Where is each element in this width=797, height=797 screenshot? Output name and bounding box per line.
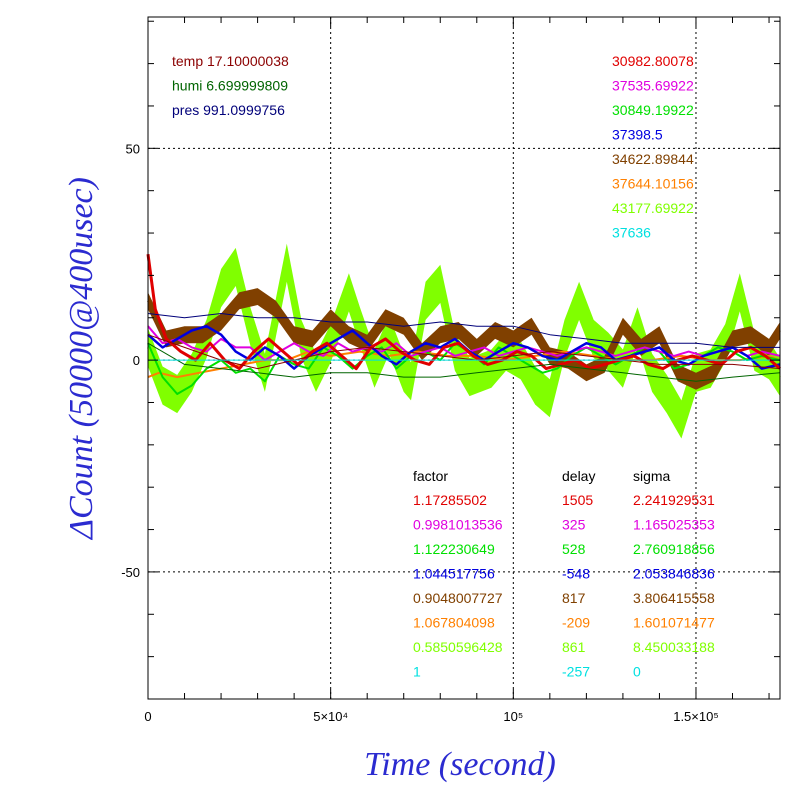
table-cell-delay: 1505 (562, 492, 593, 508)
table-cell-factor: 1 (413, 664, 421, 680)
table-cell-delay: 861 (562, 639, 586, 655)
series-line-8 (147, 342, 781, 382)
series-band-1 (148, 288, 780, 390)
right-value-2: 30849.19922 (612, 102, 694, 118)
table-cell-sigma: 2.241929531 (633, 492, 715, 508)
table-cell-sigma: 2.760918856 (633, 541, 715, 557)
right-value-7: 37636 (612, 225, 651, 241)
table-cell-sigma: 8.450033188 (633, 639, 715, 655)
table-cell-sigma: 3.806415558 (633, 590, 715, 606)
series-line-9 (147, 334, 781, 370)
annotations: temp 17.10000038 humi 6.699999809 pres 991… (172, 53, 715, 680)
table-cell-factor: 0.9048007727 (413, 590, 503, 606)
y-axis-title: ΔCount (50000@400usec) (63, 177, 100, 541)
series-line-0 (147, 261, 781, 421)
series-line-1 (147, 295, 781, 383)
table-header-delay: delay (562, 468, 595, 484)
right-value-5: 37644.10156 (612, 176, 694, 192)
y-tick-label-2: -50 (121, 565, 140, 580)
plot-frame (147, 16, 781, 700)
table-cell-factor: 1.17285502 (413, 492, 487, 508)
series-band-0 (148, 243, 780, 439)
table-cell-delay: -209 (562, 615, 590, 631)
env-label-2: pres 991.0999756 (172, 102, 285, 118)
table-cell-sigma: 2.053846836 (633, 566, 715, 582)
series-line-7 (147, 313, 780, 348)
table-cell-delay: -257 (562, 664, 590, 680)
table-cell-delay: -548 (562, 566, 590, 582)
series-line-6 (146, 254, 781, 371)
table-header-sigma: sigma (633, 468, 671, 484)
y-tick-label-1: 0 (133, 353, 140, 368)
series-layer (146, 243, 781, 439)
y-tick-label-0: 50 (126, 141, 140, 156)
table-cell-delay: 325 (562, 517, 586, 533)
table-header-factor: factor (413, 468, 448, 484)
right-value-1: 37535.69922 (612, 78, 694, 94)
table-cell-factor: 0.5850596428 (413, 639, 503, 655)
table-cell-sigma: 1.601071477 (633, 615, 715, 631)
series-line-4 (147, 325, 781, 362)
table-cell-sigma: 0 (633, 664, 641, 680)
right-value-4: 34622.89844 (612, 151, 694, 167)
env-label-0: temp 17.10000038 (172, 53, 289, 69)
x-tick-label-2: 10⁵ (503, 709, 523, 724)
table-cell-delay: 817 (562, 590, 586, 606)
table-cell-factor: 0.9981013536 (413, 517, 503, 533)
table-cell-factor: 1.122230649 (413, 541, 495, 557)
env-label-1: humi 6.699999809 (172, 78, 288, 94)
table-cell-sigma: 1.165025353 (633, 517, 715, 533)
table-cell-factor: 1.044517756 (413, 566, 495, 582)
axis-ticks: 0 5×10⁴ 10⁵ 1.5×10⁵ 50 0 -50 (121, 17, 780, 724)
x-tick-label-0: 0 (144, 709, 151, 724)
series-line-2 (147, 350, 781, 379)
table-cell-factor: 1.067804098 (413, 615, 495, 631)
x-tick-label-1: 5×10⁴ (313, 709, 348, 724)
x-tick-label-3: 1.5×10⁵ (673, 709, 719, 724)
x-axis-title: Time (second) (364, 746, 556, 783)
table-cell-delay: 528 (562, 541, 586, 557)
right-value-0: 30982.80078 (612, 53, 694, 69)
right-value-6: 43177.69922 (612, 200, 694, 216)
right-value-3: 37398.5 (612, 127, 663, 143)
